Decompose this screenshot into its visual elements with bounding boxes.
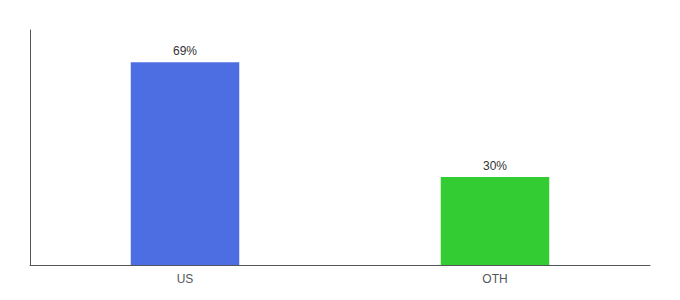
- svg-text:69%: 69%: [173, 44, 197, 58]
- svg-text:US: US: [177, 272, 194, 286]
- svg-text:30%: 30%: [483, 159, 507, 173]
- svg-text:OTH: OTH: [482, 272, 507, 286]
